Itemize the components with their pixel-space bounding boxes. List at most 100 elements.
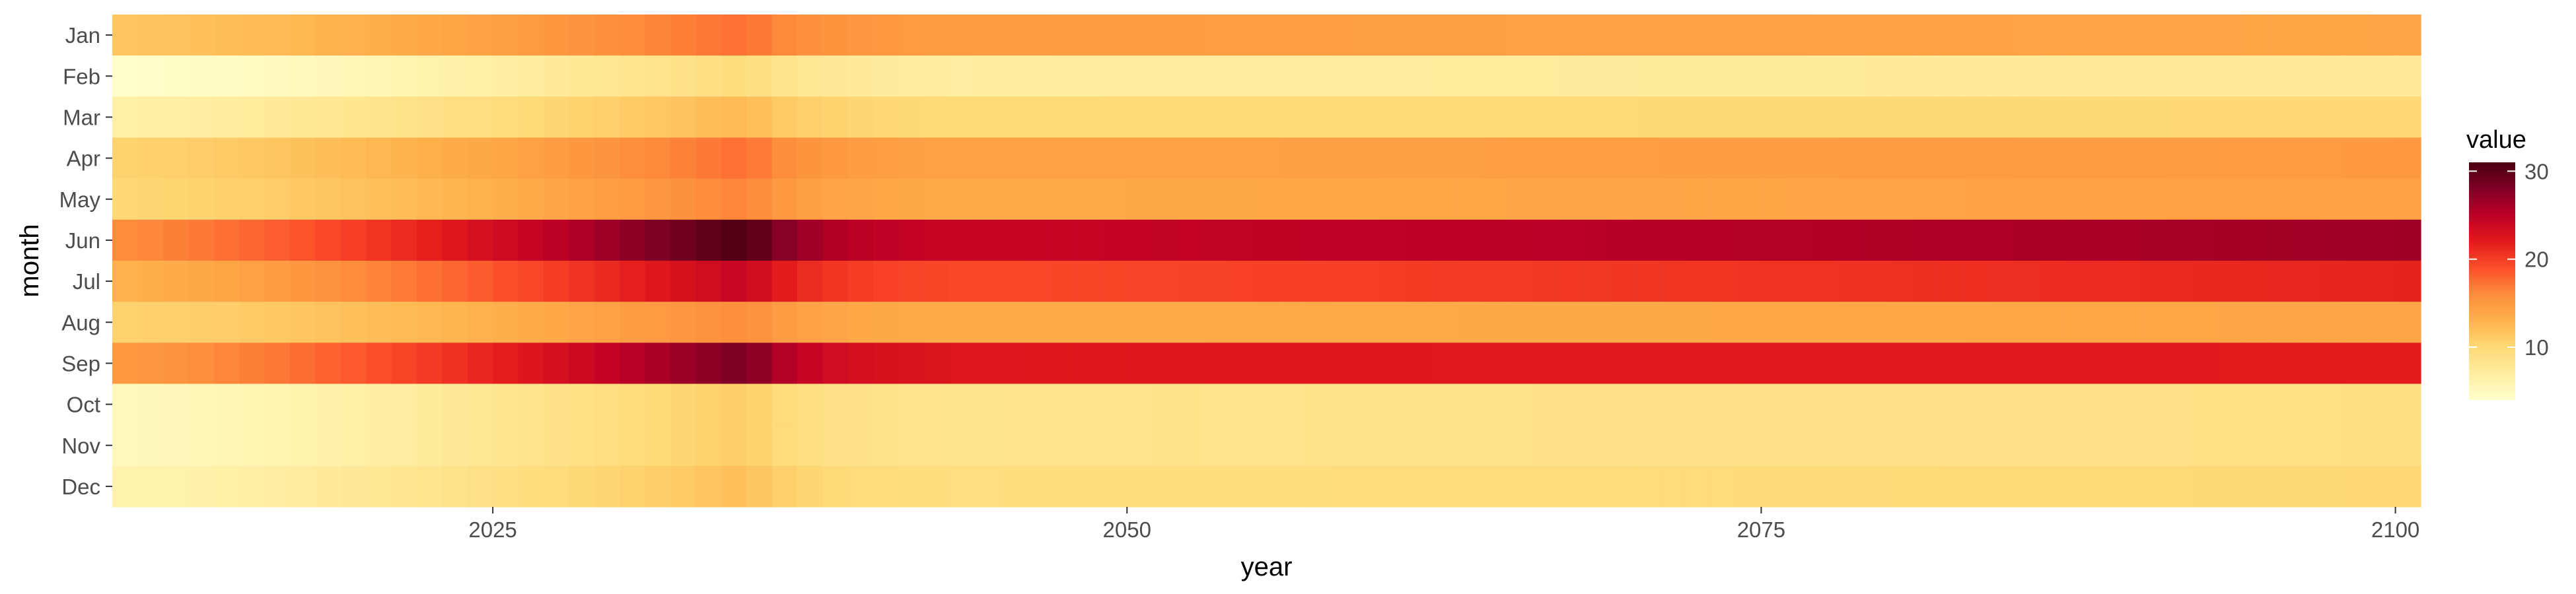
heatmap-cell	[493, 219, 519, 261]
heatmap-cell	[1380, 343, 1407, 385]
heatmap-cell	[594, 178, 620, 220]
heatmap-cell	[1406, 302, 1432, 343]
heatmap-cell	[1127, 383, 1153, 426]
heatmap-cell	[1558, 383, 1585, 426]
heatmap-cell	[797, 343, 823, 385]
heatmap-cell	[974, 343, 1001, 385]
heatmap-cell	[1837, 424, 1863, 467]
heatmap-cell	[188, 178, 215, 220]
heatmap-cell	[1507, 96, 1534, 139]
heatmap-cell	[746, 15, 773, 56]
heatmap-cell	[1305, 261, 1331, 302]
heatmap-cell	[696, 96, 722, 139]
heatmap-cell	[2268, 302, 2295, 343]
heatmap-cell	[213, 219, 240, 261]
heatmap-cell	[696, 15, 722, 56]
heatmap-cell	[1989, 424, 2016, 467]
heatmap-cell	[1532, 343, 1559, 385]
heatmap-cell	[2217, 137, 2244, 180]
heatmap-cell	[1888, 178, 1914, 220]
heatmap-cell	[1558, 261, 1585, 302]
heatmap-cell	[569, 383, 595, 426]
heatmap-cell	[2217, 261, 2244, 302]
heatmap-cell	[1710, 55, 1736, 97]
heatmap-cell	[2344, 302, 2371, 343]
heatmap-cell	[2243, 261, 2270, 302]
x-tick-label: 2050	[1103, 517, 1151, 542]
heatmap-cell	[670, 15, 696, 56]
heatmap-cell	[2395, 137, 2421, 180]
heatmap-cell	[2141, 15, 2168, 56]
heatmap-cell	[1710, 465, 1736, 508]
heatmap-cell	[1025, 343, 1052, 385]
heatmap-cell	[1051, 178, 1077, 220]
heatmap-cell	[949, 137, 976, 180]
heatmap-cell	[645, 424, 671, 467]
heatmap-cell	[645, 96, 671, 139]
heatmap-cell	[315, 15, 341, 56]
heatmap-cell	[2091, 96, 2117, 139]
heatmap-cell	[670, 261, 696, 302]
heatmap-cell	[847, 343, 874, 385]
heatmap-cell	[569, 261, 595, 302]
heatmap-cell	[1051, 465, 1077, 508]
heatmap-cell	[1330, 137, 1356, 180]
heatmap-cell	[2040, 261, 2066, 302]
heatmap-cell	[1456, 343, 1483, 385]
heatmap-cell	[1507, 302, 1534, 343]
heatmap-cell	[1761, 219, 1787, 261]
heatmap-cell	[1558, 15, 1585, 56]
heatmap-cell	[847, 55, 874, 97]
heatmap-cell	[264, 178, 291, 220]
heatmap-cell	[213, 96, 240, 139]
heatmap-cell	[696, 302, 722, 343]
heatmap-cell	[1456, 96, 1483, 139]
heatmap-cell	[416, 55, 443, 97]
heatmap-cell	[1127, 55, 1153, 97]
heatmap-cell	[847, 302, 874, 343]
heatmap-cell	[1406, 219, 1432, 261]
heatmap-cell	[1228, 302, 1254, 343]
heatmap-cell	[620, 343, 646, 385]
heatmap-cell	[1000, 55, 1026, 97]
heatmap-cell	[1482, 55, 1508, 97]
heatmap-cell	[2091, 219, 2117, 261]
heatmap-cell	[645, 343, 671, 385]
heatmap-cell	[1380, 219, 1407, 261]
heatmap-cell	[2065, 383, 2092, 426]
heatmap-cell	[391, 302, 417, 343]
heatmap-cell	[2243, 302, 2270, 343]
heatmap-cell	[1203, 96, 1229, 139]
heatmap-cell	[620, 219, 646, 261]
heatmap-cell	[1507, 178, 1534, 220]
heatmap-cell	[1076, 465, 1102, 508]
heatmap-cell	[2015, 137, 2041, 180]
heatmap-cell	[162, 15, 189, 56]
heatmap-cell	[847, 383, 874, 426]
heatmap-cell	[1152, 137, 1178, 180]
heatmap-cell	[1507, 465, 1534, 508]
heatmap-cell	[1634, 424, 1661, 467]
heatmap-cell	[112, 302, 139, 343]
heatmap-cell	[2091, 261, 2117, 302]
heatmap-cell	[289, 96, 316, 139]
heatmap-cell	[949, 302, 976, 343]
heatmap-cell	[112, 219, 139, 261]
heatmap-cell	[620, 137, 646, 180]
heatmap-cell	[797, 465, 823, 508]
heatmap-cell	[2116, 343, 2143, 385]
heatmap-cell	[1989, 302, 2016, 343]
heatmap-cell	[1000, 383, 1026, 426]
heatmap-cell	[2116, 302, 2143, 343]
heatmap-cell	[620, 465, 646, 508]
heatmap-cell	[1507, 343, 1534, 385]
heatmap-cell	[1939, 424, 1965, 467]
heatmap-cell	[1964, 465, 1990, 508]
heatmap-cell	[416, 178, 443, 220]
heatmap-cell	[670, 383, 696, 426]
heatmap-cell	[670, 343, 696, 385]
heatmap-cell	[137, 219, 164, 261]
heatmap-cell	[1888, 219, 1914, 261]
heatmap-cell	[543, 465, 569, 508]
heatmap-cell	[2065, 137, 2092, 180]
